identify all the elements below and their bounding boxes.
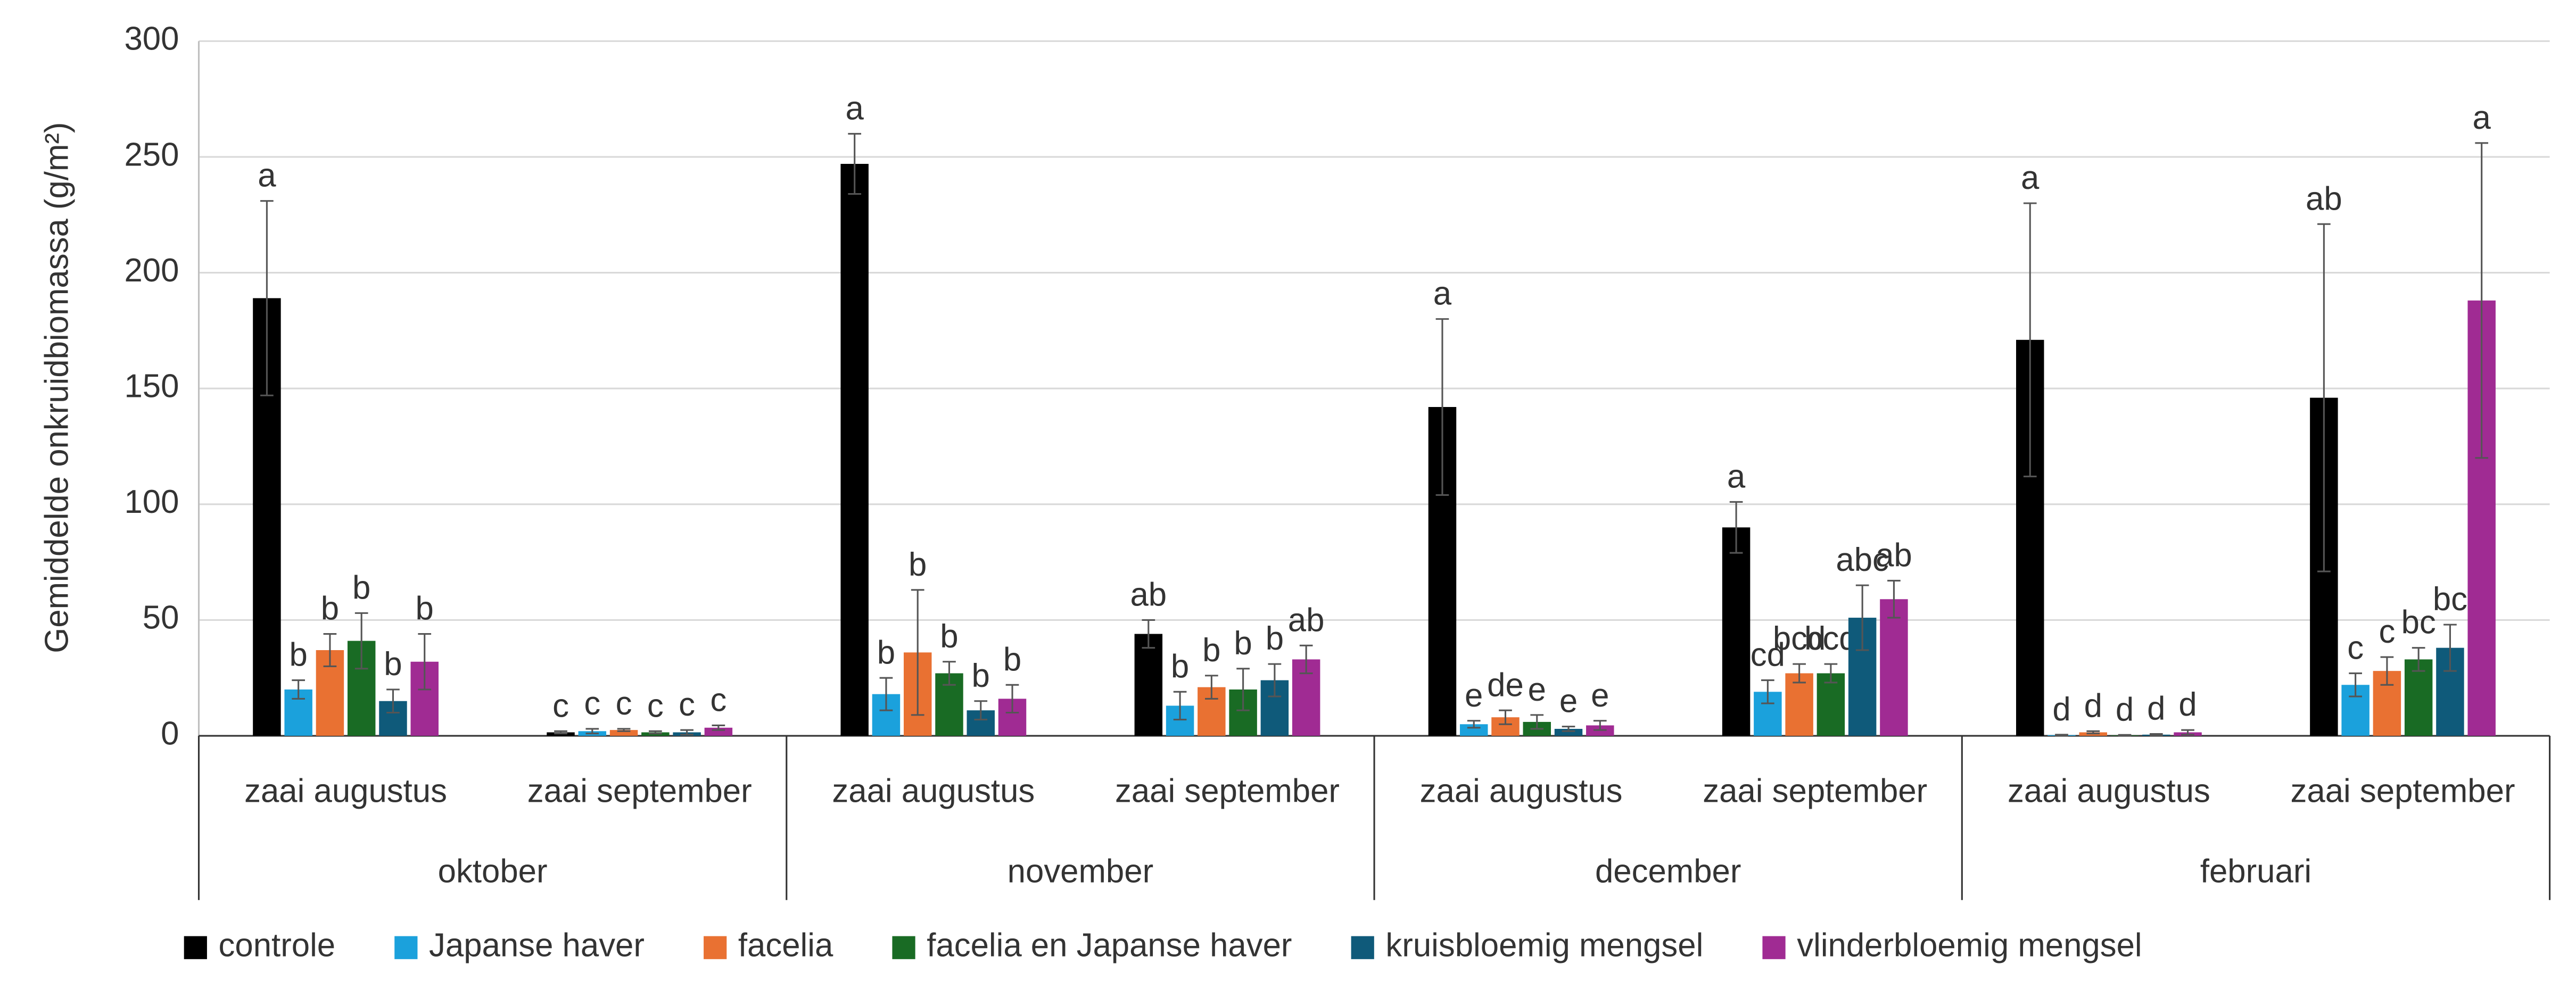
significance-letter: e	[1591, 677, 1609, 714]
significance-letter: b	[290, 637, 308, 674]
significance-letter: c	[710, 682, 726, 719]
bar	[1134, 634, 1163, 736]
significance-letter: bc	[2433, 581, 2467, 618]
significance-letter: b	[416, 591, 434, 627]
significance-letter: b	[1003, 641, 1021, 678]
x-tick-label: zaai september	[1115, 772, 1340, 809]
y-tick-label: 300	[124, 21, 179, 57]
significance-letter: b	[321, 591, 339, 627]
legend-swatch	[1762, 936, 1786, 959]
significance-letter: a	[846, 90, 864, 127]
significance-letter: c	[2347, 630, 2364, 667]
significance-letter: c	[2379, 613, 2395, 650]
bar	[704, 727, 733, 736]
legend-swatch	[704, 936, 727, 959]
legend-swatch	[184, 936, 207, 959]
bar	[840, 164, 869, 736]
significance-letter: b	[940, 618, 958, 655]
y-tick-label: 50	[143, 600, 179, 636]
legend-swatch	[394, 936, 418, 959]
legend-label: controle	[219, 927, 336, 964]
significance-letter: b	[1202, 632, 1220, 669]
bar	[1554, 728, 1583, 736]
significance-letter: e	[1559, 683, 1578, 720]
significance-letter: b	[877, 634, 895, 671]
bar	[1459, 724, 1488, 736]
bar	[2404, 659, 2433, 736]
significance-letter: e	[1528, 671, 1546, 708]
legend-label: facelia en Japanse haver	[927, 927, 1292, 964]
y-tick-label: 0	[161, 715, 179, 752]
legend-label: Japanse haver	[429, 927, 645, 964]
significance-letter: ab	[1130, 577, 1167, 613]
bar	[1817, 673, 1845, 736]
significance-letter: b	[384, 646, 402, 683]
bar	[1785, 673, 1813, 736]
significance-letter: a	[1433, 276, 1452, 312]
y-axis-label: Gemiddelde onkruidbiomassa (g/m²)	[38, 122, 75, 653]
significance-letter: a	[258, 157, 276, 194]
group-label: december	[1595, 853, 1741, 890]
y-tick-label: 100	[124, 484, 179, 520]
group-label: november	[1008, 853, 1153, 890]
legend-label: kruisbloemig mengsel	[1385, 927, 1703, 964]
bar	[1880, 599, 1908, 736]
group-label: februari	[2200, 853, 2311, 890]
y-tick-label: 250	[124, 136, 179, 173]
significance-letter: ab	[1876, 537, 1912, 574]
significance-letter: c	[616, 685, 632, 722]
significance-letter: ab	[1288, 602, 1325, 638]
significance-letter: bc	[2401, 604, 2436, 641]
significance-letter: b	[972, 658, 990, 694]
bar	[609, 730, 638, 736]
legend-label: vlinderbloemig mengsel	[1797, 927, 2142, 964]
significance-letter: cd	[1751, 637, 1785, 674]
x-tick-label: zaai september	[2291, 772, 2515, 809]
significance-letter: c	[584, 685, 600, 722]
significance-letter: c	[647, 687, 664, 724]
significance-letter: bcd	[1773, 620, 1826, 657]
significance-letter: b	[352, 569, 370, 606]
y-tick-label: 200	[124, 252, 179, 289]
legend-swatch	[1351, 936, 1374, 959]
x-tick-label: zaai september	[527, 772, 752, 809]
x-tick-label: zaai augustus	[1420, 772, 1623, 809]
significance-letter: a	[2021, 160, 2040, 196]
significance-letter: c	[552, 687, 569, 724]
legend-label: facelia	[738, 927, 833, 964]
x-tick-label: zaai augustus	[2008, 772, 2210, 809]
significance-letter: d	[2178, 686, 2197, 723]
significance-letter: b	[909, 546, 927, 583]
significance-letter: d	[2147, 691, 2165, 727]
x-tick-label: zaai augustus	[244, 772, 447, 809]
significance-letter: a	[2473, 99, 2491, 136]
legend-swatch	[892, 936, 915, 959]
y-tick-label: 150	[124, 368, 179, 405]
significance-letter: b	[1171, 648, 1189, 685]
bar	[1722, 527, 1751, 736]
significance-letter: c	[679, 686, 695, 723]
significance-letter: a	[1727, 459, 1746, 495]
significance-letter: ab	[2306, 180, 2342, 217]
significance-letter: de	[1487, 667, 1524, 703]
significance-letter: b	[1266, 620, 1284, 657]
significance-letter: d	[2052, 691, 2070, 728]
x-tick-label: zaai augustus	[832, 772, 1035, 809]
significance-letter: e	[1465, 677, 1483, 714]
significance-letter: abc	[1836, 542, 1889, 578]
group-label: oktober	[438, 853, 548, 890]
significance-letter: d	[2084, 687, 2102, 724]
significance-letter: d	[2116, 691, 2134, 728]
x-tick-label: zaai september	[1703, 772, 1927, 809]
significance-letter: b	[1234, 625, 1252, 662]
